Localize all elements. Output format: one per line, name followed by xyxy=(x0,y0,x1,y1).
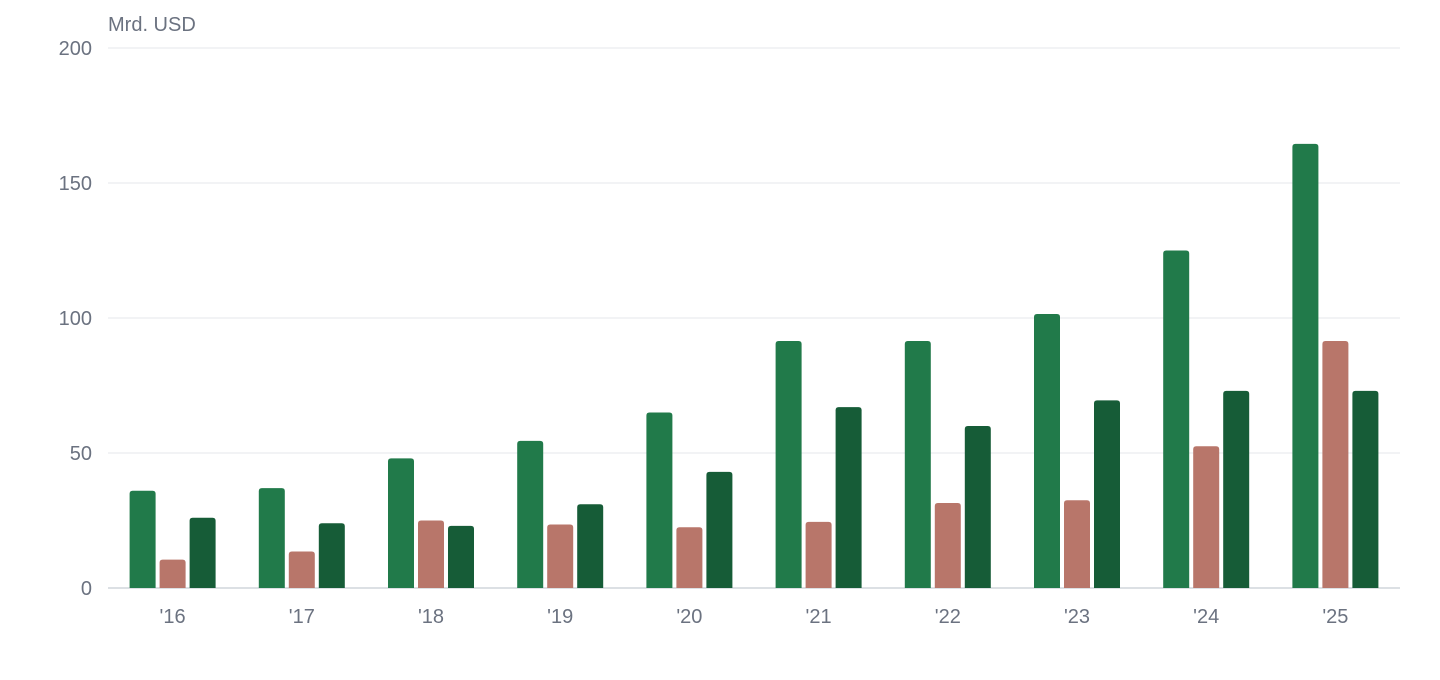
bar-series-1-16 xyxy=(129,490,156,588)
x-tick-label: '22 xyxy=(935,606,961,628)
y-tick-label: 200 xyxy=(59,38,92,60)
y-tick-label: 0 xyxy=(81,578,92,600)
bar-series-1-23 xyxy=(1034,313,1060,588)
y-tick-label: 100 xyxy=(59,308,92,330)
x-tick-label: '18 xyxy=(418,606,444,628)
y-axis-unit-label: Mrd. USD xyxy=(108,14,196,36)
x-tick-label: '21 xyxy=(806,606,832,628)
bar-series-2-24 xyxy=(1193,446,1220,588)
bar-series-1-18 xyxy=(388,458,414,588)
bar-series-2-19 xyxy=(547,524,574,588)
bar-series-1-17 xyxy=(258,488,285,588)
bar-series-1-25 xyxy=(1292,143,1319,588)
bar-series-3-17 xyxy=(318,523,345,588)
bar-series-3-19 xyxy=(577,504,604,588)
bar-series-1-21 xyxy=(775,340,802,588)
bar-series-2-16 xyxy=(159,559,186,588)
x-tick-label: '25 xyxy=(1322,606,1348,628)
bar-series-1-19 xyxy=(517,440,544,588)
bar-series-1-22 xyxy=(904,340,931,588)
bar-series-2-21 xyxy=(805,521,832,588)
bar-series-3-18 xyxy=(448,525,474,588)
bar-series-2-22 xyxy=(934,502,961,588)
x-tick-label: '23 xyxy=(1064,606,1090,628)
y-tick-label: 150 xyxy=(59,173,92,195)
bar-series-3-20 xyxy=(706,471,733,588)
bar-series-3-22 xyxy=(964,426,991,588)
y-tick-label: 50 xyxy=(70,443,92,465)
bar-series-1-20 xyxy=(646,412,673,588)
bar-series-3-23 xyxy=(1094,400,1120,588)
x-tick-label: '20 xyxy=(676,606,702,628)
bar-series-2-18 xyxy=(418,520,444,588)
x-tick-label: '19 xyxy=(547,606,573,628)
bars xyxy=(129,143,1379,588)
x-tick-label: '24 xyxy=(1193,606,1219,628)
bar-series-3-21 xyxy=(835,407,862,588)
bar-series-2-25 xyxy=(1322,340,1349,588)
bar-series-2-23 xyxy=(1064,500,1090,588)
axes: 0 50 100 150 200 '16 '17 '18 '19 '20 '21 '22 '23 '24 '… xyxy=(59,38,1349,628)
bar-series-3-24 xyxy=(1223,390,1250,588)
bar-series-3-25 xyxy=(1352,390,1379,588)
x-tick-label: '17 xyxy=(289,606,315,628)
bar-series-1-24 xyxy=(1163,250,1190,588)
bar-series-2-20 xyxy=(676,527,703,588)
bar-series-3-16 xyxy=(189,517,216,588)
bar-series-2-17 xyxy=(288,551,315,588)
x-tick-label: '16 xyxy=(160,606,186,628)
